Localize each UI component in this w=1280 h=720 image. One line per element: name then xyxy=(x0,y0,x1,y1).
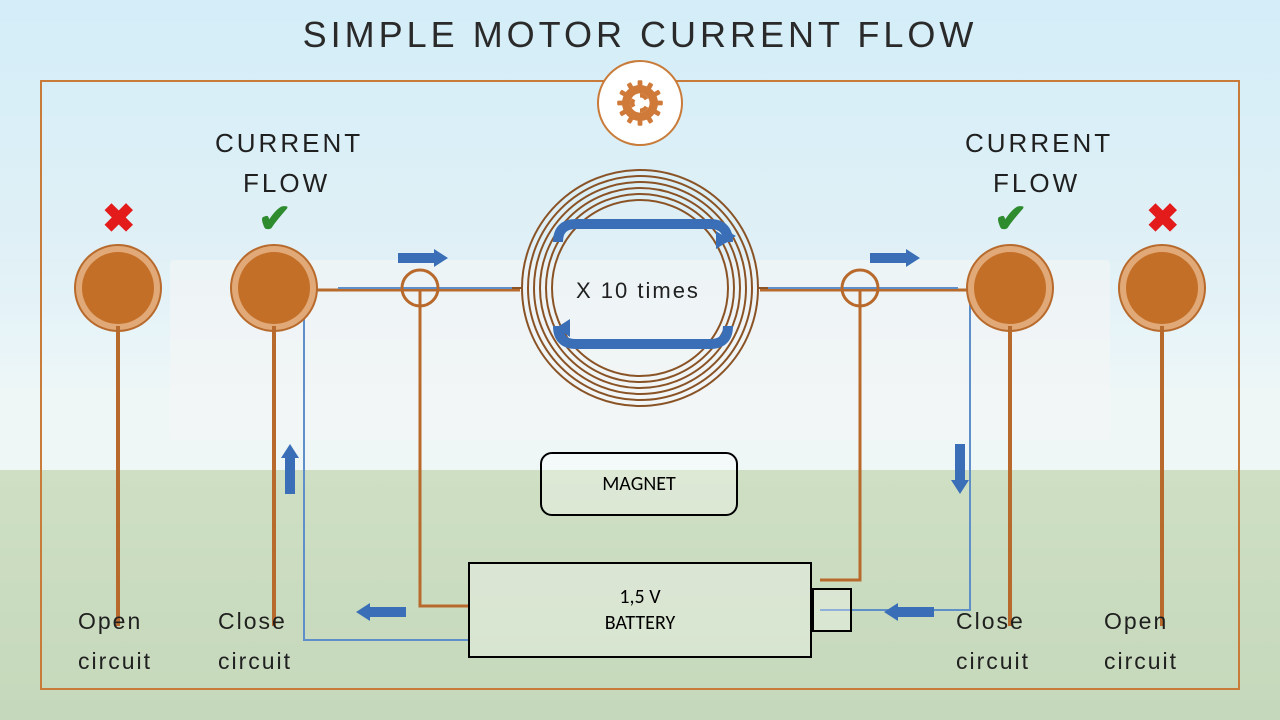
current-arrows xyxy=(0,0,1280,720)
